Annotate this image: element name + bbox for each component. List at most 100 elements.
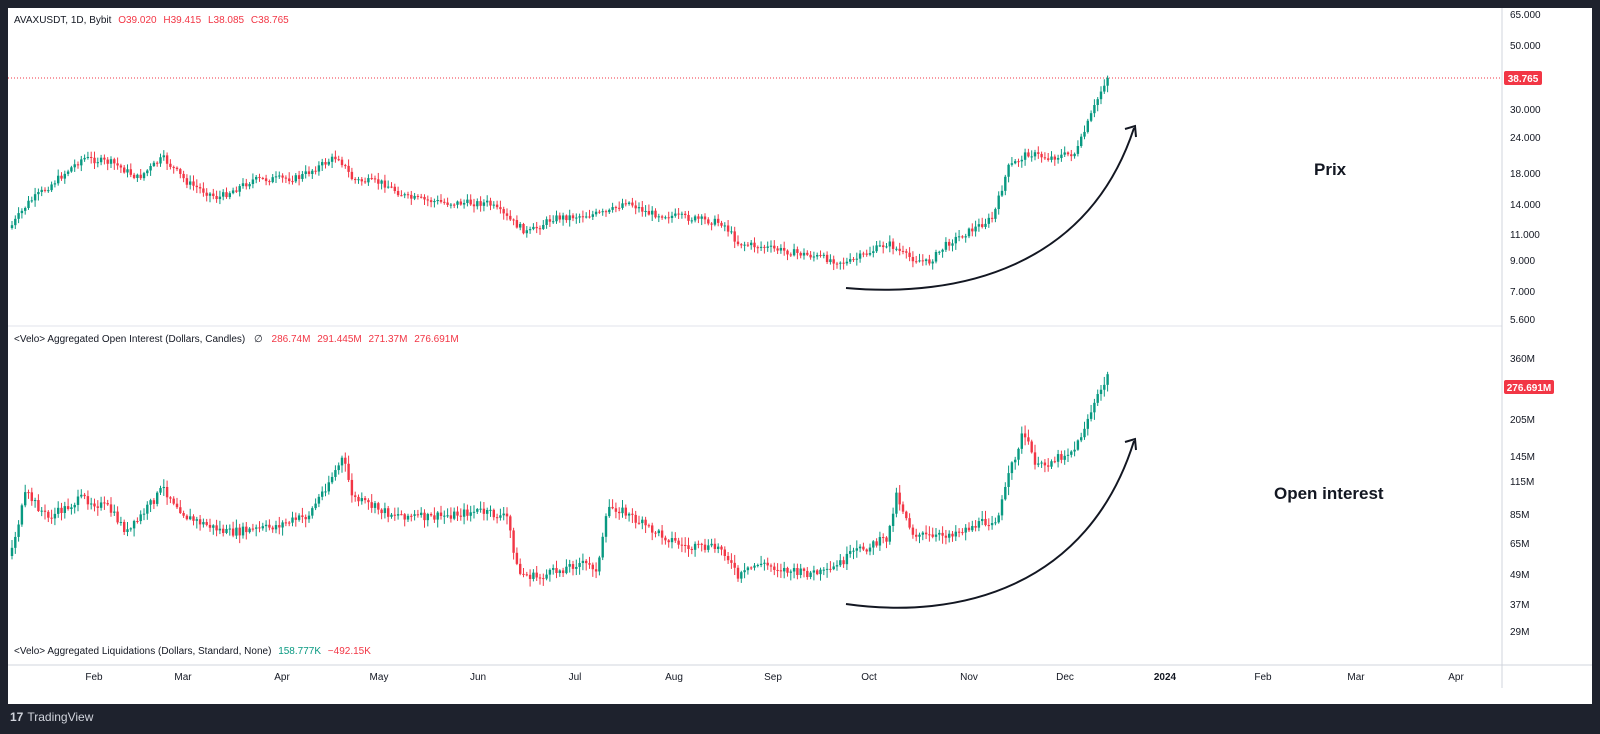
price-candle	[274, 171, 278, 183]
price-candle	[743, 241, 746, 252]
oi-body	[83, 494, 86, 497]
price-body	[759, 246, 763, 248]
oi-candle	[198, 515, 202, 531]
price-body	[835, 263, 839, 265]
oi-body	[753, 565, 756, 568]
price-candle	[291, 175, 294, 185]
oi-annotation[interactable]: Open interest	[1274, 484, 1384, 503]
oi-candle	[825, 562, 829, 578]
price-body	[707, 219, 710, 224]
oi-candle	[367, 498, 370, 510]
price-body	[113, 159, 116, 164]
oi-body	[251, 528, 255, 530]
price-body	[822, 254, 825, 256]
oi-body	[446, 515, 449, 517]
oi-body	[156, 492, 159, 504]
price-candle	[492, 201, 495, 209]
price-candle	[489, 197, 492, 211]
oi-candle	[387, 505, 390, 523]
oi-candle	[1106, 371, 1109, 392]
price-candle	[723, 222, 726, 232]
price-body	[505, 213, 509, 216]
price-body	[1073, 153, 1076, 157]
oi-candle	[443, 510, 446, 524]
price-legend[interactable]: AVAXUSDT, 1D, Bybit O39.020 H39.415 L38.…	[14, 15, 289, 26]
oi-candle	[123, 519, 126, 536]
price-body	[136, 174, 139, 178]
price-candle	[990, 211, 994, 223]
price-body	[20, 210, 24, 214]
oi-candle	[182, 510, 185, 518]
price-body	[169, 163, 172, 167]
price-candle	[806, 250, 809, 257]
price-body	[816, 254, 819, 257]
price-candle	[974, 220, 977, 237]
oi-body	[443, 515, 446, 517]
liq-legend[interactable]: <Velo> Aggregated Liquidations (Dollars,…	[14, 646, 371, 657]
oi-candle	[898, 485, 901, 511]
chart-canvas[interactable]: 65.000 50.000 30.000 24.000 18.000 14.000 11.0…	[8, 8, 1592, 704]
oi-body	[545, 574, 548, 579]
oi-body	[799, 568, 802, 576]
oi-body	[822, 569, 825, 571]
oi-body	[604, 516, 608, 537]
hidden-icon[interactable]: ∅	[254, 334, 263, 345]
price-candle	[1070, 149, 1073, 162]
oi-body	[1066, 454, 1070, 456]
price-candle	[938, 250, 941, 255]
oi-body	[1050, 461, 1053, 467]
oi-candle	[136, 517, 139, 524]
price-body	[865, 253, 868, 255]
oi-body	[294, 517, 297, 520]
price-body	[307, 171, 311, 174]
oi-body	[858, 546, 862, 549]
oi-body	[337, 465, 340, 471]
price-body	[723, 225, 726, 227]
oi-body	[977, 521, 981, 528]
oi-body	[367, 500, 370, 503]
price-candle	[888, 235, 891, 253]
price-candle	[30, 196, 33, 203]
price-body	[205, 192, 208, 196]
oi-candle	[1099, 384, 1103, 401]
oi-candle	[697, 540, 700, 549]
price-candle	[776, 246, 779, 255]
price-body	[429, 200, 433, 203]
oi-legend[interactable]: <Velo> Aggregated Open Interest (Dollars…	[14, 334, 459, 345]
price-body	[453, 204, 456, 206]
oi-candle	[934, 527, 938, 542]
oi-candle	[730, 553, 733, 569]
price-body	[1093, 105, 1096, 114]
price-candle	[1106, 75, 1109, 93]
price-candle	[594, 208, 598, 217]
price-body	[222, 192, 225, 197]
oi-candle	[1086, 414, 1089, 436]
price-body	[255, 176, 258, 180]
tradingview-brand[interactable]: TradingView	[27, 710, 94, 724]
oi-body	[918, 534, 921, 537]
oi-candle	[842, 556, 845, 568]
oi-body	[608, 506, 611, 517]
oi-candle	[139, 510, 142, 525]
price-body	[802, 252, 806, 256]
price-candle	[816, 252, 819, 260]
oi-body	[891, 513, 895, 526]
price-body	[555, 215, 558, 222]
price-body	[251, 179, 255, 185]
price-body	[568, 215, 571, 221]
price-annotation[interactable]: Prix	[1314, 160, 1347, 179]
oi-candle	[865, 548, 868, 555]
oi-candle	[1050, 459, 1053, 469]
oi-candle	[505, 507, 509, 525]
price-body	[439, 200, 443, 202]
price-candle	[967, 227, 971, 239]
oi-candle	[634, 510, 637, 529]
oi-series	[10, 371, 1109, 587]
price-candle	[129, 163, 132, 178]
oi-body	[311, 508, 314, 516]
oi-body	[330, 476, 334, 483]
oi-body	[314, 503, 317, 509]
oi-body	[1014, 459, 1017, 463]
oi-candle	[99, 496, 103, 511]
price-body	[1017, 161, 1020, 163]
